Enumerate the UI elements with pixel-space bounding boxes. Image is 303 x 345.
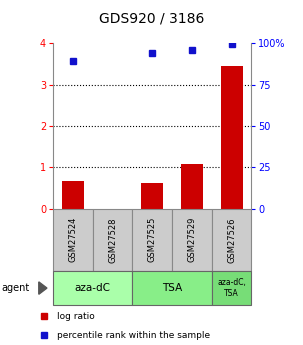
Bar <box>53 271 132 305</box>
Bar <box>132 271 212 305</box>
Text: GSM27526: GSM27526 <box>227 217 236 263</box>
Bar <box>212 209 251 271</box>
Text: log ratio: log ratio <box>57 312 95 321</box>
Text: GSM27529: GSM27529 <box>188 217 196 263</box>
Text: percentile rank within the sample: percentile rank within the sample <box>57 331 210 339</box>
Bar <box>53 209 93 271</box>
Text: aza-dC,
TSA: aza-dC, TSA <box>217 278 246 298</box>
Bar <box>141 183 163 209</box>
Bar <box>221 66 243 209</box>
Bar <box>172 209 212 271</box>
Text: GDS920 / 3186: GDS920 / 3186 <box>99 12 204 26</box>
Text: aza-dC: aza-dC <box>75 283 111 293</box>
Text: agent: agent <box>2 283 30 293</box>
Text: GSM27528: GSM27528 <box>108 217 117 263</box>
Bar <box>62 180 84 209</box>
Bar <box>132 209 172 271</box>
Text: GSM27524: GSM27524 <box>68 217 77 263</box>
Bar <box>93 209 132 271</box>
Bar <box>181 164 203 209</box>
Bar <box>212 271 251 305</box>
Text: GSM27525: GSM27525 <box>148 217 157 263</box>
Text: TSA: TSA <box>162 283 182 293</box>
